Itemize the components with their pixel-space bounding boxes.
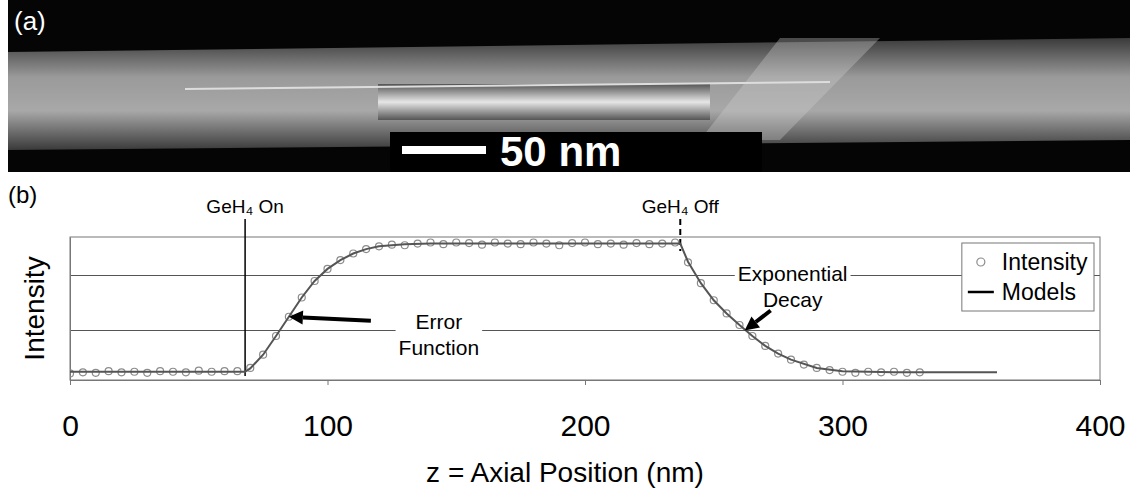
legend-box bbox=[962, 243, 1094, 311]
x-tick-label: 200 bbox=[560, 409, 610, 442]
grid-line bbox=[70, 330, 1100, 331]
x-tick: 300 bbox=[818, 380, 868, 442]
x-tick-label: 0 bbox=[62, 409, 79, 442]
annotation: ExponentialDecay bbox=[735, 261, 851, 331]
annotation-ground bbox=[735, 261, 851, 312]
x-tick: 200 bbox=[560, 380, 610, 442]
data-point bbox=[144, 369, 151, 376]
x-tick-mark bbox=[1100, 380, 1101, 385]
legend-entry: Models bbox=[968, 279, 1076, 305]
data-point bbox=[530, 239, 537, 246]
x-axis-title: z = Axial Position (nm) bbox=[426, 457, 704, 488]
annotation-arrowhead bbox=[289, 310, 303, 324]
scale-bar bbox=[402, 146, 486, 154]
data-point bbox=[195, 367, 202, 374]
grid-line bbox=[70, 275, 1100, 276]
legend-swatch bbox=[977, 258, 985, 266]
figure: 50 nm (a) (b) 0 100 200 300 400 z = Axial Positi… bbox=[0, 0, 1139, 500]
legend-label: Intensity bbox=[1002, 249, 1088, 275]
legend-label: Models bbox=[1002, 279, 1076, 305]
annotation-label: ErrorFunction bbox=[399, 310, 480, 359]
x-axis: 0 100 200 300 400 bbox=[62, 380, 1125, 442]
data-point bbox=[582, 239, 589, 246]
annotation-arrowhead bbox=[745, 316, 760, 330]
legend-swatch bbox=[968, 291, 994, 294]
annotations: GeH₄ On GeH₄ Off bbox=[206, 196, 719, 376]
data-point bbox=[491, 239, 498, 246]
annotation-arrow bbox=[303, 317, 371, 320]
model-line bbox=[70, 244, 997, 373]
x-tick-label: 100 bbox=[303, 409, 353, 442]
legend: Intensity Models bbox=[962, 243, 1094, 311]
x-tick-mark bbox=[70, 380, 71, 385]
panel-label: (b) bbox=[8, 181, 37, 208]
plot-frame bbox=[70, 237, 1100, 380]
x-tick-mark bbox=[328, 380, 329, 385]
data-point bbox=[672, 239, 679, 246]
x-axis-line bbox=[71, 381, 1101, 386]
data-point bbox=[453, 239, 460, 246]
data-point bbox=[427, 239, 434, 246]
data-point bbox=[479, 241, 486, 248]
data-point bbox=[620, 241, 627, 248]
data-point bbox=[852, 369, 859, 376]
annotation: ErrorFunction bbox=[289, 309, 482, 360]
data bbox=[70, 239, 997, 377]
profile-line bbox=[185, 82, 830, 89]
annotation-label: ExponentialDecay bbox=[738, 262, 848, 311]
panel-label: (a) bbox=[14, 6, 46, 36]
panel-a: 50 nm (a) bbox=[8, 0, 1130, 175]
text-annotations: ErrorFunction ExponentialDecay bbox=[289, 261, 851, 360]
ge-segment bbox=[378, 84, 710, 120]
x-tick-label: 300 bbox=[818, 409, 868, 442]
scale-bar-label: 50 nm bbox=[500, 128, 621, 175]
x-tick: 100 bbox=[303, 380, 353, 442]
data-point bbox=[92, 369, 99, 376]
y-axis-line bbox=[70, 238, 71, 381]
annotation-ground bbox=[396, 309, 483, 360]
x-tick: 400 bbox=[1075, 380, 1125, 442]
marker-label: GeH₄ On bbox=[206, 196, 283, 217]
y-axis bbox=[70, 238, 72, 381]
x-tick-label: 400 bbox=[1075, 409, 1125, 442]
x-tick-mark bbox=[843, 380, 844, 385]
marker-label: GeH₄ Off bbox=[642, 196, 720, 217]
grid bbox=[70, 276, 1100, 331]
panel-b: (b) 0 100 200 300 400 z = Axial Position (nm) I… bbox=[8, 181, 1126, 488]
annotation-arrow bbox=[756, 311, 771, 322]
bright-band bbox=[700, 38, 880, 140]
marker-line bbox=[244, 219, 246, 376]
x-tick-mark bbox=[585, 380, 586, 385]
legend-entry: Intensity bbox=[977, 249, 1088, 275]
y-axis-title: Intensity bbox=[19, 256, 50, 360]
x-tick: 0 bbox=[62, 380, 79, 442]
